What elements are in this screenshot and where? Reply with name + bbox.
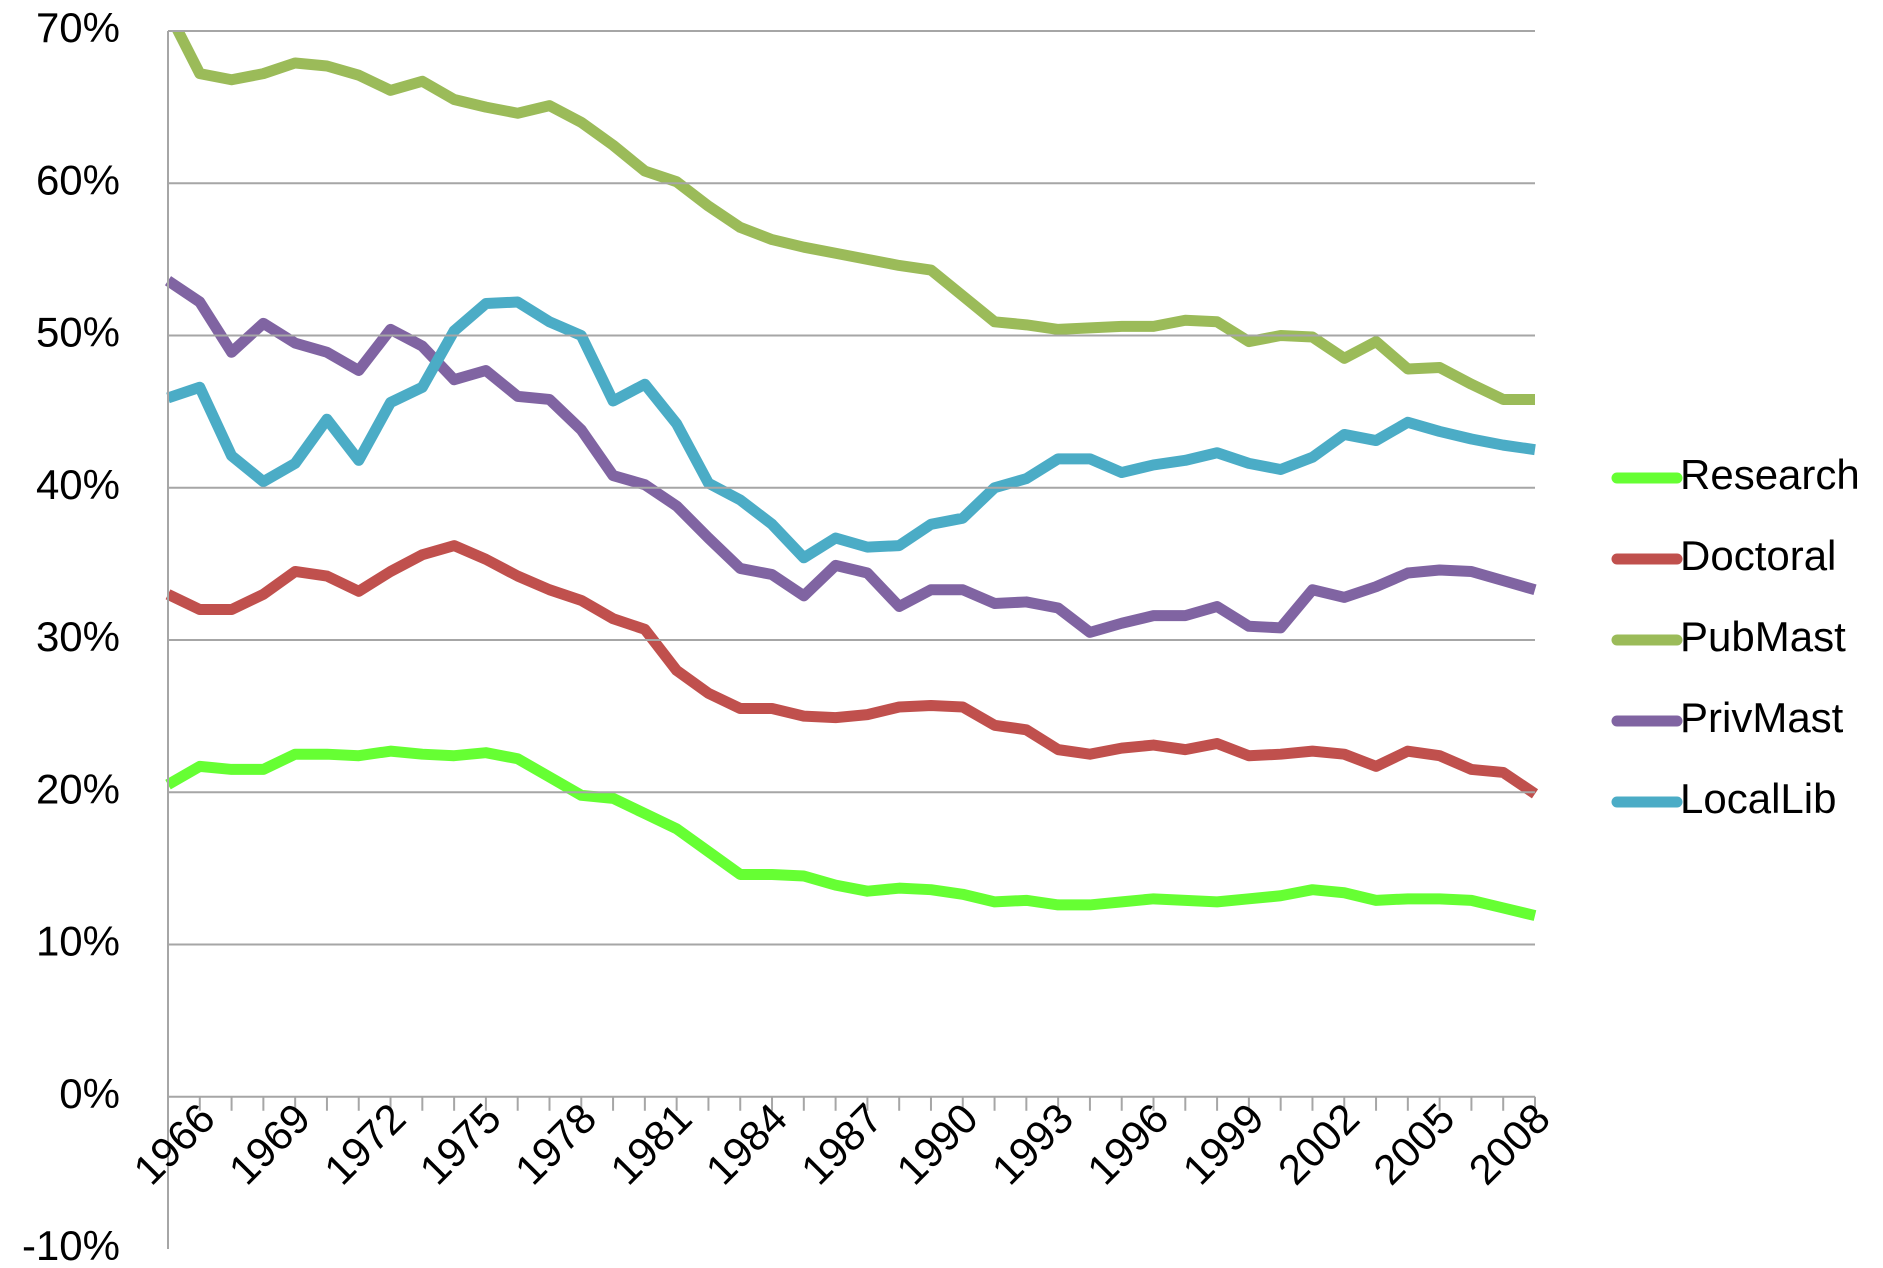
legend-label: PrivMast (1680, 694, 1844, 741)
series-line (166, 296, 1536, 564)
y-tick-label: -10% (22, 1222, 120, 1268)
y-tick-label: 10% (36, 918, 120, 965)
x-tick-label: 1990 (887, 1094, 986, 1193)
y-tick-label: 0% (59, 1070, 120, 1117)
legend-label: PubMast (1680, 613, 1846, 660)
x-tick-label: 1975 (411, 1094, 510, 1193)
x-tick-label: 1987 (792, 1094, 891, 1193)
x-tick-label: 2002 (1269, 1094, 1368, 1193)
series-line (165, 540, 1539, 799)
x-tick-label: 1966 (124, 1094, 223, 1193)
y-tick-label: 20% (36, 765, 120, 812)
x-tick-label: 2008 (1460, 1094, 1559, 1193)
y-tick-label: 30% (36, 613, 120, 660)
legend-label: Doctoral (1680, 532, 1836, 579)
y-tick-label: 50% (36, 309, 120, 356)
legend-label: Research (1680, 451, 1860, 498)
x-tick-label: 1981 (601, 1094, 700, 1193)
y-tick-label: 70% (36, 4, 120, 51)
legend-label: LocalLib (1680, 775, 1836, 822)
x-tick-label: 1969 (220, 1094, 319, 1193)
y-tick-label: 60% (36, 156, 120, 203)
x-tick-label: 1993 (983, 1094, 1082, 1193)
x-tick-label: 2005 (1364, 1094, 1463, 1193)
series-line (165, 745, 1537, 921)
y-tick-label: 40% (36, 461, 120, 508)
series-line (164, 276, 1537, 638)
x-tick-label: 1996 (1078, 1094, 1177, 1193)
x-tick-label: 1984 (697, 1094, 796, 1193)
x-tick-label: 1972 (315, 1094, 414, 1193)
series-line (171, 31, 1535, 405)
x-tick-label: 1999 (1174, 1094, 1273, 1193)
x-tick-label: 1978 (506, 1094, 605, 1193)
plot-area (164, 31, 1539, 921)
